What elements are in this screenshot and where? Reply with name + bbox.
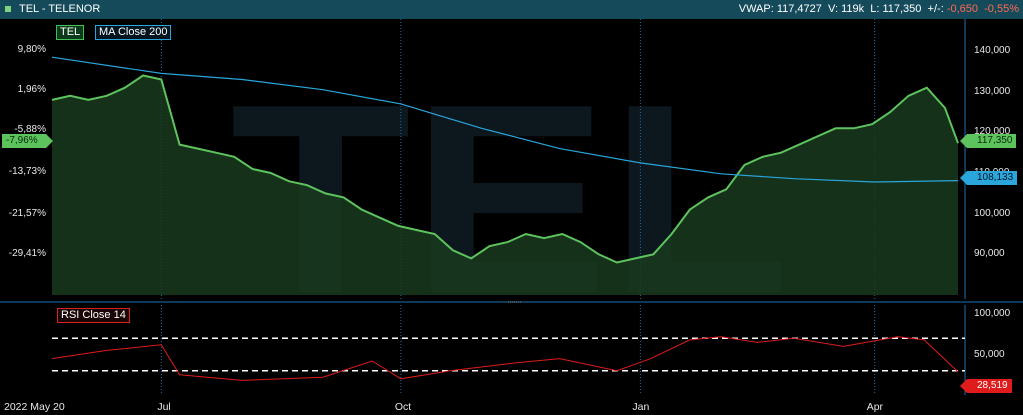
price-layer	[51, 56, 959, 295]
x-axis-tick: 2022 May 20	[4, 401, 65, 413]
rsi-axis-tick: 100,000	[974, 308, 1011, 319]
left-axis-tick: -5,88%	[14, 124, 46, 135]
rsi-line[interactable]	[51, 336, 959, 381]
vwap-value: VWAP: 117,4727	[738, 3, 822, 15]
left-axis-tick: -29,41%	[8, 248, 46, 259]
right-axis-tick: 90,000	[974, 248, 1005, 260]
price-area	[52, 75, 958, 295]
left-axis-tick: 1,96%	[17, 84, 46, 95]
legend-rsi[interactable]: RSI Close 14	[57, 308, 130, 323]
x-axis-tick: Jan	[632, 401, 650, 413]
instrument-color-marker	[5, 6, 11, 12]
title-bar: TEL - TELENOR VWAP: 117,4727 V: 119k L: …	[0, 0, 1023, 19]
change-label: +/-:	[927, 3, 944, 15]
change-pct-value: -0,55%	[984, 3, 1019, 15]
grid-layer	[160, 19, 876, 395]
last-price-tag: 117,350	[959, 134, 1017, 148]
right-axis-tick: 130,000	[974, 85, 1011, 97]
volume-value: V: 119k	[828, 3, 865, 15]
legend-price[interactable]: TEL	[56, 25, 85, 40]
rsi-value-tag: 28,519	[960, 379, 1012, 393]
change-value: -0,650	[946, 3, 979, 15]
x-axis-tick: Apr	[866, 401, 884, 413]
ma-value-tag: 108,133	[959, 171, 1018, 185]
percent-change-tag: -7,96%	[2, 134, 53, 148]
instrument-title: TEL - TELENOR	[19, 3, 101, 15]
legend-ma[interactable]: MA Close 200	[95, 25, 172, 40]
price-line[interactable]	[51, 74, 959, 264]
quote-stats: VWAP: 117,4727 V: 119k L: 117,350 +/-: -…	[739, 0, 1019, 19]
x-axis-tick: Jul	[157, 401, 171, 413]
left-axis-tick: 9,80%	[17, 44, 46, 55]
left-axis-tick: -21,57%	[8, 208, 46, 219]
x-axis-tick: Oct	[394, 401, 412, 413]
left-axis-tick: -13,73%	[8, 166, 46, 177]
right-axis-tick: 140,000	[974, 45, 1011, 57]
rsi-layer	[51, 336, 965, 381]
right-axis-tick: 120,000	[974, 126, 1011, 138]
ma-line[interactable]	[51, 56, 959, 183]
right-axis-tick: 100,000	[974, 207, 1011, 219]
last-value: L: 117,350	[870, 3, 922, 15]
rsi-axis-tick: 50,000	[974, 348, 1005, 360]
